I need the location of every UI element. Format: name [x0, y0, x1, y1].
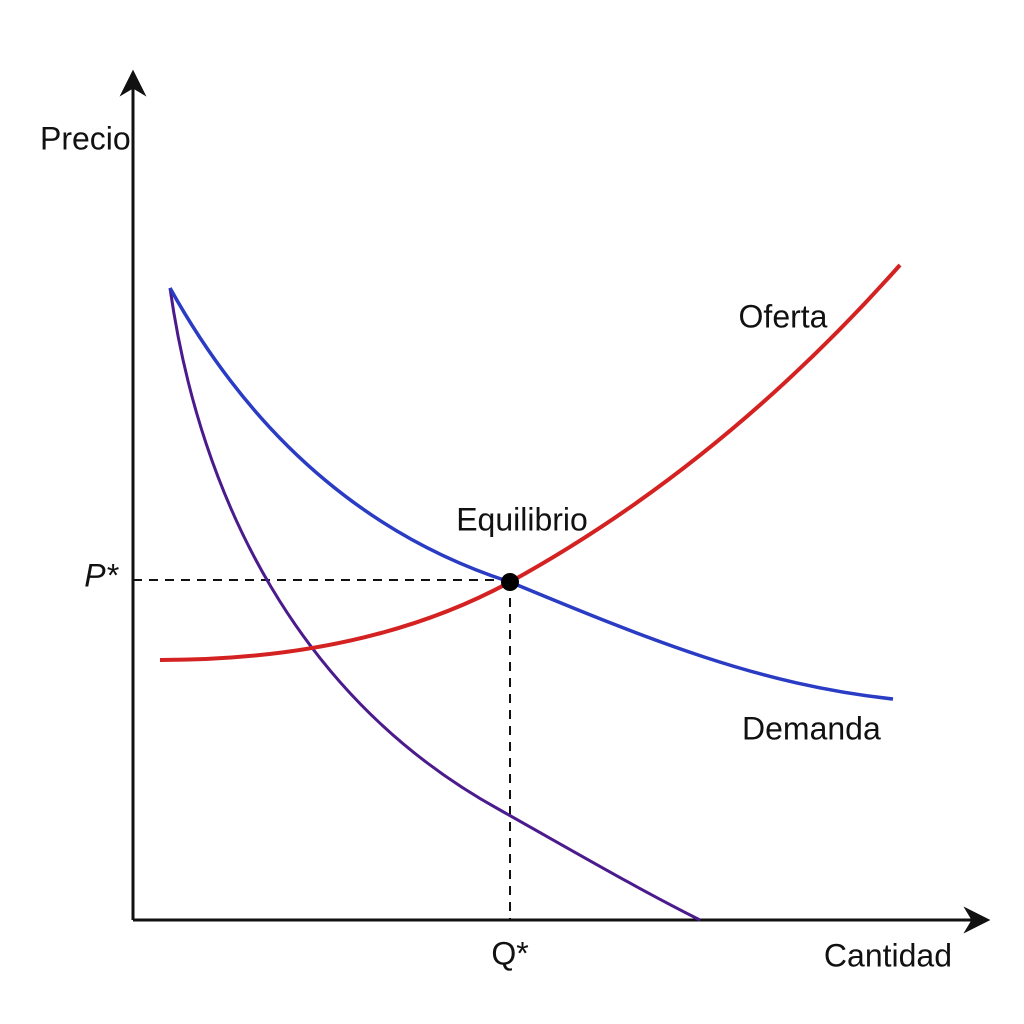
supply-curve: [159, 263, 902, 662]
x-axis-label: Cantidad: [824, 937, 952, 973]
equilibrium-label: Equilibrio: [456, 501, 588, 537]
demand-label: Demanda: [742, 710, 881, 746]
supply-label: Oferta: [739, 298, 828, 334]
demand-curve: [168, 287, 894, 701]
y-axis-label: Precio: [40, 120, 131, 156]
quantity-label: Q*: [491, 935, 528, 971]
equilibrium-point: [501, 573, 519, 591]
price-label: P*: [84, 557, 119, 593]
shifted-demand-curve: [168, 287, 701, 922]
